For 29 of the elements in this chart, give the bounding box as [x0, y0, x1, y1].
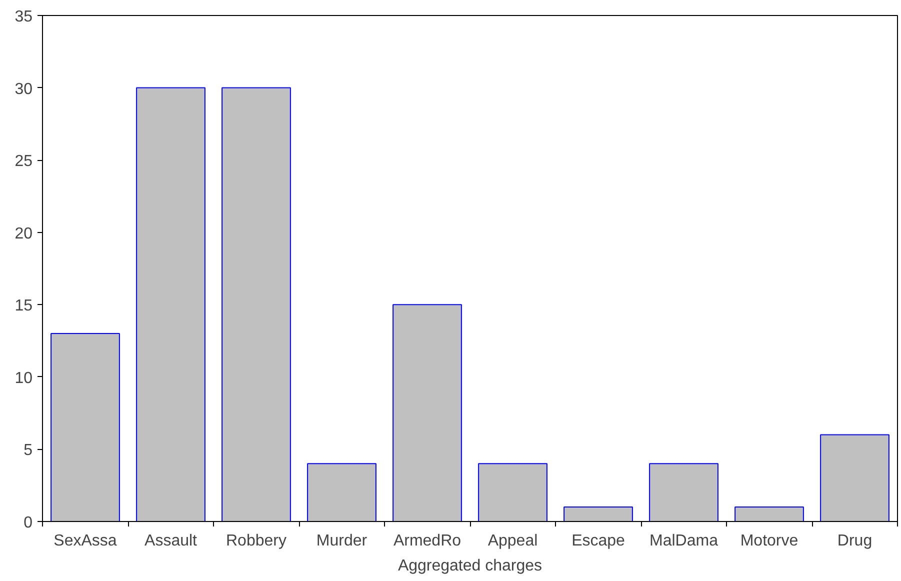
x-tick-label: Murder: [316, 532, 368, 550]
x-tick-label: MalDama: [650, 532, 718, 550]
y-tick-label: 0: [24, 514, 33, 532]
x-tick-label: Motorve: [740, 532, 798, 550]
x-tick-label: Robbery: [226, 532, 286, 550]
bar: [478, 463, 548, 522]
x-tick-label: ArmedRo: [393, 532, 462, 550]
x-tick-label: Escape: [572, 532, 626, 550]
y-tick-label: 35: [14, 8, 33, 26]
y-tick-label: 20: [14, 225, 33, 242]
bar: [564, 506, 633, 522]
y-tick-label: 15: [14, 298, 33, 315]
bar: [649, 463, 718, 522]
y-tick-label: 30: [14, 80, 33, 98]
x-axis-title: Aggregated charges: [398, 558, 542, 574]
bar: [820, 434, 890, 522]
x-tick-label: SexAssa: [54, 532, 117, 550]
x-tick-label: Appeal: [488, 532, 538, 550]
y-tick-label: 10: [14, 370, 33, 387]
bar: [50, 333, 120, 522]
bar: [307, 463, 376, 522]
y-tick-label: 25: [14, 153, 33, 170]
bar: [392, 304, 462, 522]
x-tick-label: Assault: [144, 532, 198, 550]
x-tick-label: Drug: [837, 532, 872, 550]
bar: [136, 87, 206, 522]
bar: [222, 87, 291, 522]
y-tick-label: 5: [24, 442, 33, 460]
bar: [734, 506, 804, 522]
